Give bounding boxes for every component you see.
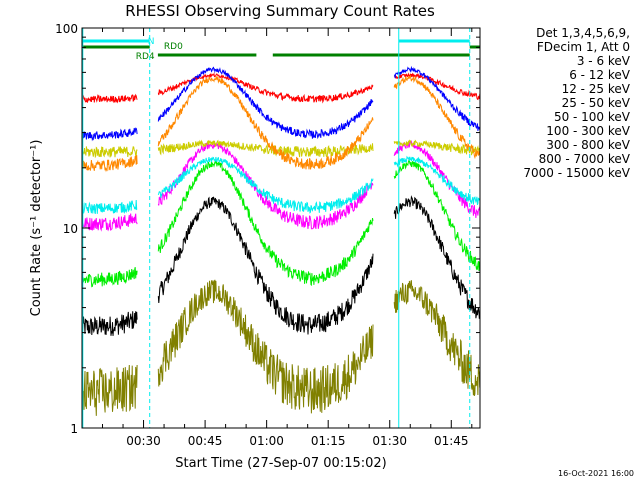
y-tick-label-1: 10: [63, 222, 78, 236]
x-axis-label: Start Time (27-Sep-07 00:15:02): [175, 456, 386, 471]
legend-header-0: Det 1,3,4,5,6,9,: [536, 26, 630, 40]
legend-entry-3: 25 - 50 keV: [562, 96, 631, 110]
series-trace-3: [81, 155, 481, 214]
series-trace-8: [81, 279, 481, 416]
x-tick-label-5: 01:45: [434, 434, 469, 448]
x-tick-label-4: 01:30: [372, 434, 407, 448]
legend-header-1: FDecim 1, Att 0: [537, 40, 630, 54]
annotation-label-0: N: [148, 37, 155, 47]
legend: Det 1,3,4,5,6,9,FDecim 1, Att 03 - 6 keV…: [523, 26, 630, 180]
x-tick-label-3: 01:15: [311, 434, 346, 448]
legend-entry-1: 6 - 12 keV: [569, 68, 631, 82]
series-trace-6: [81, 65, 481, 142]
axes: 00:30 00:45 01:00 01:15 01:30 01:45 1 10 100: [55, 22, 480, 448]
x-tick-label-2: 01:00: [249, 434, 284, 448]
annotations: N RD4 RD0: [82, 28, 480, 428]
y-tick-label-2: 100: [55, 22, 78, 36]
legend-entry-2: 12 - 25 keV: [562, 82, 631, 96]
legend-entry-0: 3 - 6 keV: [577, 54, 631, 68]
x-tick-label-1: 00:45: [188, 434, 223, 448]
x-tick-label-0: 00:30: [126, 434, 161, 448]
legend-entry-7: 800 - 7000 keV: [539, 152, 631, 166]
annotation-label-1: RD4: [136, 52, 155, 62]
y-axis-label: Count Rate (s⁻¹ detector⁻¹): [29, 140, 44, 317]
series-trace-0: [81, 195, 481, 336]
series-trace-4: [81, 139, 481, 159]
legend-entry-8: 7000 - 15000 keV: [523, 166, 630, 180]
annotation-label-2: RD0: [164, 42, 183, 52]
series-trace-2: [81, 159, 481, 288]
footer-date: 16-Oct-2021 16:00: [558, 469, 634, 478]
plot-series: [81, 65, 481, 416]
series-trace-5: [81, 72, 481, 104]
legend-entry-5: 100 - 300 keV: [546, 124, 630, 138]
legend-entry-6: 300 - 800 keV: [546, 138, 630, 152]
legend-entry-4: 50 - 100 keV: [554, 110, 631, 124]
y-tick-label-0: 1: [70, 422, 78, 436]
series-trace-7: [81, 74, 481, 173]
chart-title: RHESSI Observing Summary Count Rates: [125, 2, 435, 20]
